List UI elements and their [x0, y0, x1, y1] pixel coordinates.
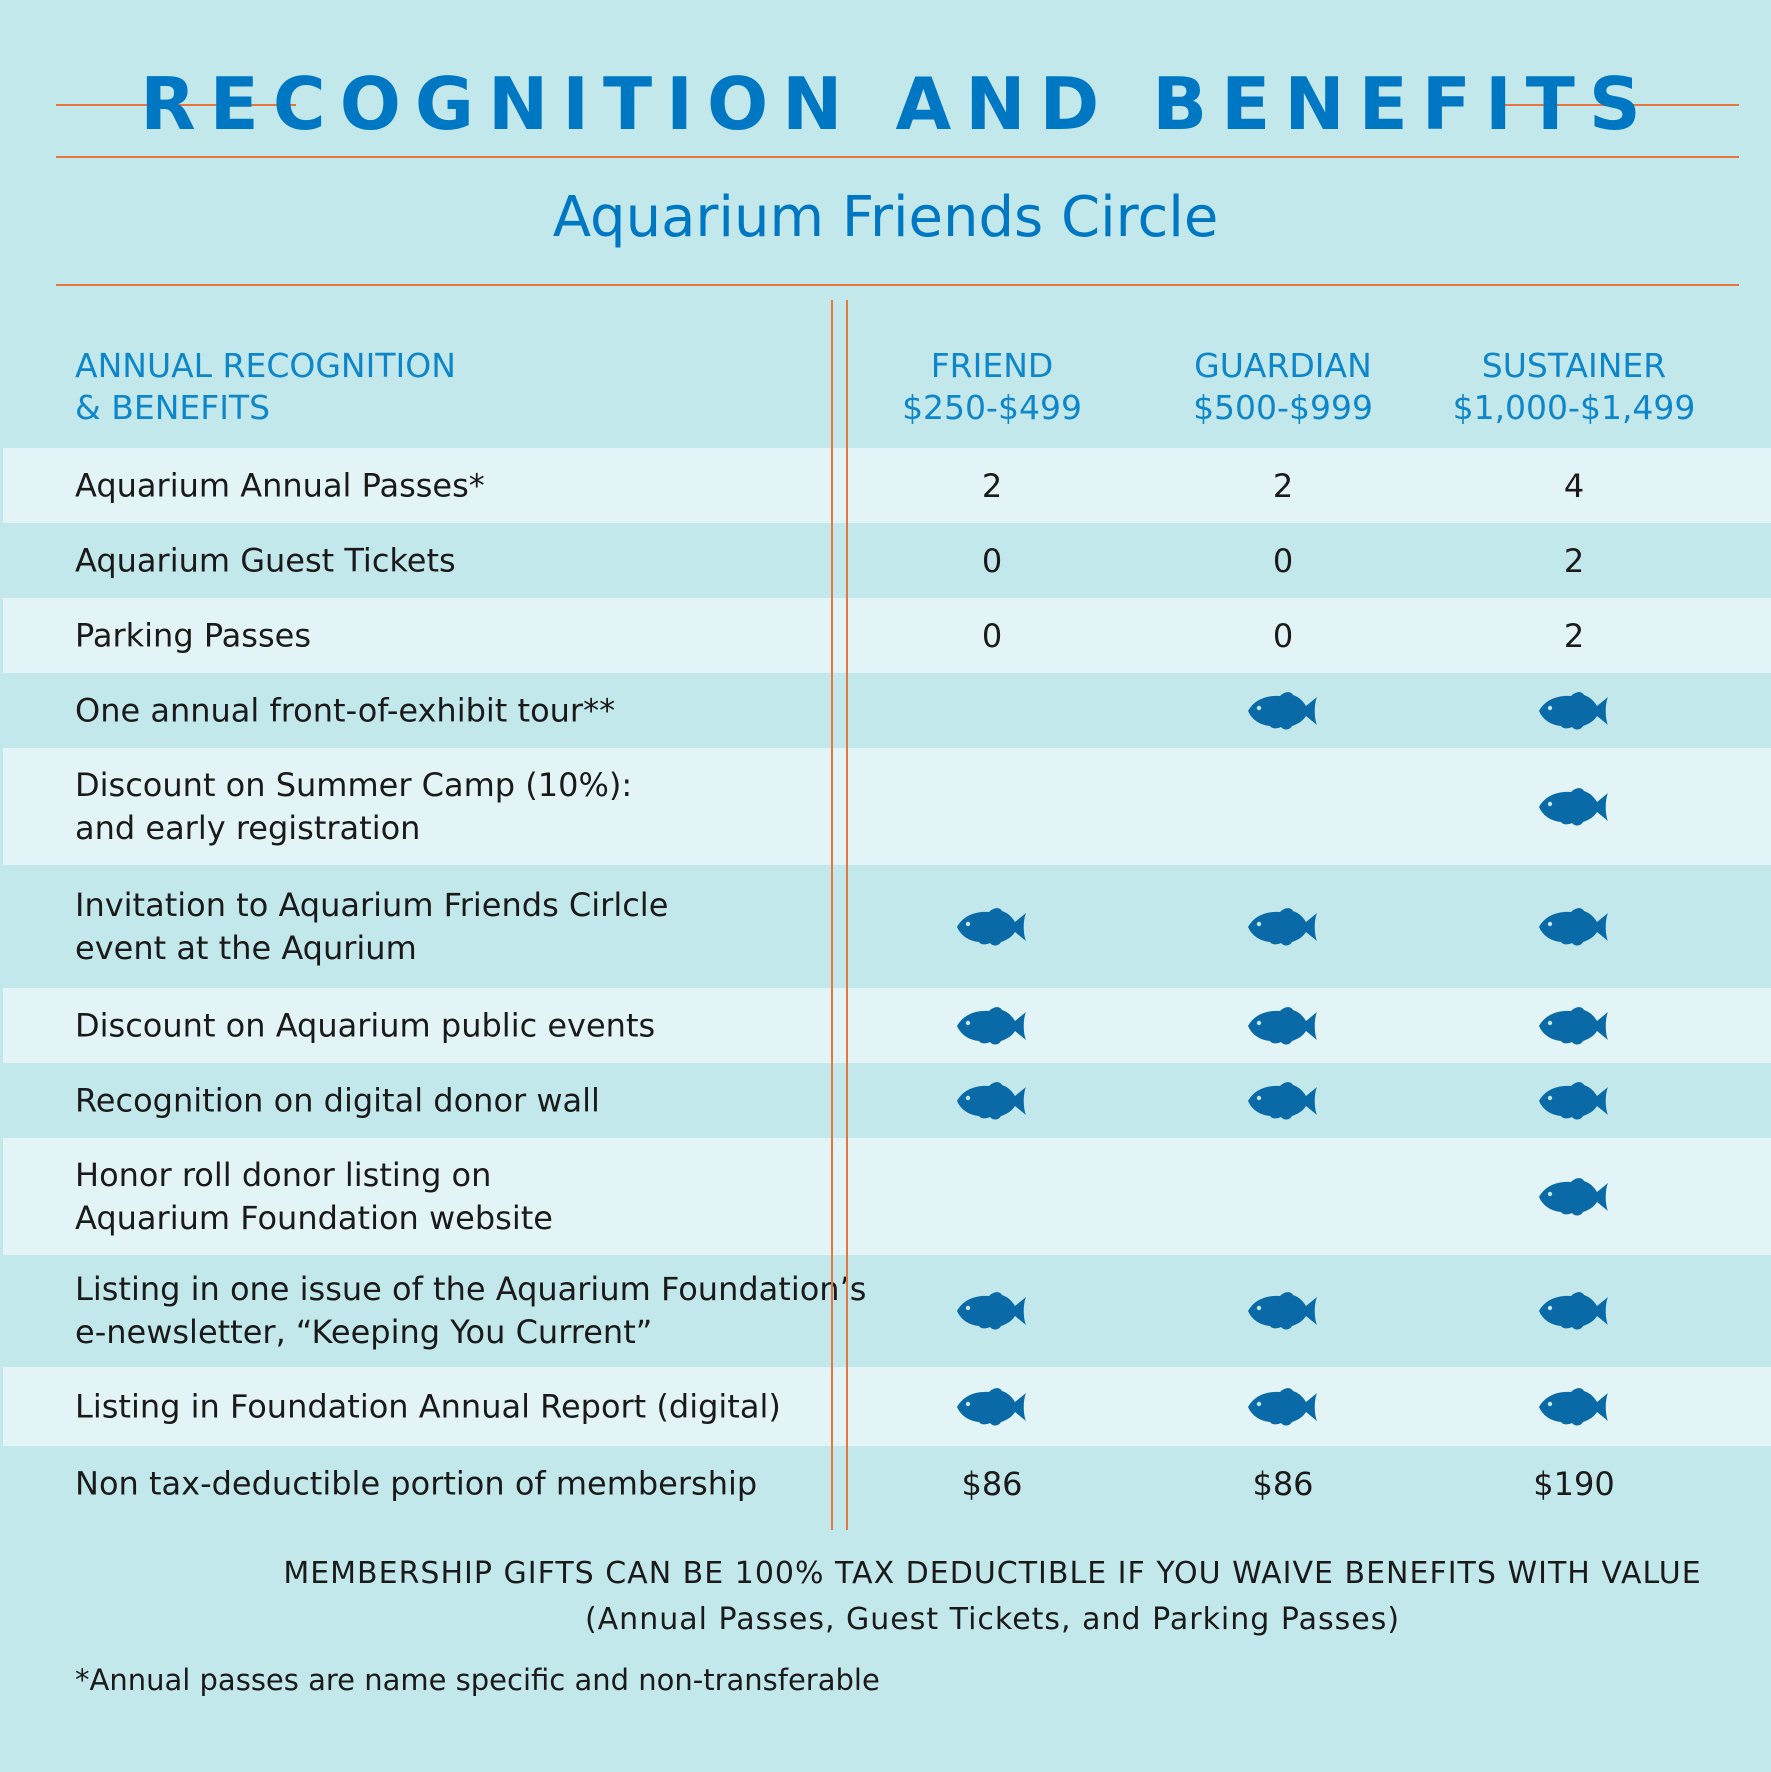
table-row: Parking Passes 0 0 2 [3, 598, 1771, 673]
cell-sustainer [1494, 905, 1654, 949]
fish-icon [1539, 787, 1608, 826]
benefit-label: Listing in Foundation Annual Report (dig… [75, 1387, 781, 1425]
cell-sustainer [1494, 689, 1654, 733]
cell-sustainer [1494, 1385, 1654, 1429]
cell-sustainer [1494, 1079, 1654, 1123]
benefit-label: Honor roll donor listing on Aquarium Fou… [75, 1155, 553, 1237]
table-row: Listing in one issue of the Aquarium Fou… [3, 1255, 1771, 1367]
fish-icon [1248, 907, 1317, 946]
cell-guardian: 0 [1272, 541, 1294, 580]
page-title: RECOGNITION AND BENEFITS [140, 62, 1655, 146]
cell-sustainer [1494, 1175, 1654, 1219]
footnote: *Annual passes are name specific and non… [75, 1663, 880, 1697]
table-row: Aquarium Guest Tickets 0 0 2 [3, 523, 1771, 598]
cell-friend [912, 905, 1072, 949]
fish-icon [1539, 1177, 1608, 1216]
cell-friend: 0 [981, 616, 1003, 655]
table-row: Recognition on digital donor wall [3, 1063, 1771, 1138]
table-row: Aquarium Annual Passes* 2 2 4 [3, 448, 1771, 523]
cell-friend: 2 [981, 466, 1003, 505]
benefit-label: Parking Passes [75, 616, 311, 654]
cell-friend: 0 [981, 541, 1003, 580]
benefit-label: Non tax-deductible portion of membership [75, 1464, 758, 1502]
fish-icon [957, 907, 1026, 946]
tax-note-line2: (Annual Passes, Guest Tickets, and Parki… [584, 1602, 1401, 1637]
cell-guardian [1203, 1289, 1363, 1333]
tax-note-line1: MEMBERSHIP GIFTS CAN BE 100% TAX DEDUCTI… [283, 1556, 1702, 1591]
column-divider-left [831, 300, 833, 1530]
cell-guardian [1203, 1385, 1363, 1429]
fish-icon [1539, 1292, 1608, 1330]
tier-range: $250-$499 [902, 388, 1082, 427]
fish-icon [1248, 1081, 1317, 1120]
table-row: Discount on Summer Camp (10%): and early… [3, 748, 1771, 865]
tier-name: SUSTAINER [1481, 346, 1667, 385]
benefit-label: Recognition on digital donor wall [75, 1081, 600, 1119]
cell-guardian: 2 [1272, 466, 1294, 505]
header-divider-top [56, 156, 1739, 158]
cell-friend [912, 1079, 1072, 1123]
fish-icon [1539, 1081, 1608, 1120]
benefit-label: Discount on Aquarium public events [75, 1006, 656, 1044]
cell-guardian [1203, 905, 1363, 949]
cell-sustainer: $190 [1533, 1464, 1615, 1503]
table-row: Honor roll donor listing on Aquarium Fou… [3, 1138, 1771, 1255]
cell-sustainer [1494, 1289, 1654, 1333]
cell-sustainer: 4 [1563, 466, 1585, 505]
fish-icon [957, 1292, 1026, 1330]
fish-icon [1248, 691, 1317, 730]
fish-icon [1539, 1006, 1608, 1045]
fish-icon [1539, 907, 1608, 946]
tier-header-friend: FRIEND $250-$499 [842, 345, 1142, 429]
benefit-label: One annual front-of-exhibit tour** [75, 691, 616, 729]
header-divider-bottom [56, 284, 1739, 286]
benefit-label: Aquarium Annual Passes* [75, 466, 485, 504]
title-rule-right [1499, 104, 1739, 106]
fish-icon [957, 1387, 1026, 1426]
tier-name: GUARDIAN [1194, 346, 1372, 385]
title-rule-left [56, 104, 296, 106]
fish-icon [1248, 1006, 1317, 1045]
benefit-label: Aquarium Guest Tickets [75, 541, 456, 579]
cell-guardian [1203, 1004, 1363, 1048]
cell-friend: $86 [961, 1464, 1023, 1503]
tier-range: $500-$999 [1193, 388, 1373, 427]
cell-friend [912, 1004, 1072, 1048]
benefits-table: Aquarium Annual Passes* 2 2 4 Aquarium Guest… [3, 448, 1771, 1521]
tier-header-guardian: GUARDIAN $500-$999 [1133, 345, 1433, 429]
tier-name: FRIEND [930, 346, 1054, 385]
cell-guardian [1203, 1079, 1363, 1123]
cell-friend [912, 1289, 1072, 1333]
cell-sustainer: 2 [1563, 616, 1585, 655]
cell-sustainer: 2 [1563, 541, 1585, 580]
cell-guardian: $86 [1252, 1464, 1314, 1503]
tier-header-sustainer: SUSTAINER $1,000-$1,499 [1424, 345, 1724, 429]
benefit-label: Discount on Summer Camp (10%): and early… [75, 765, 633, 847]
fish-icon [957, 1081, 1026, 1120]
column-divider-right [846, 300, 848, 1530]
benefits-column-header: ANNUAL RECOGNITION & BENEFITS [75, 346, 456, 427]
title-row: RECOGNITION AND BENEFITS [56, 58, 1739, 153]
cell-sustainer [1494, 785, 1654, 829]
fish-icon [957, 1006, 1026, 1045]
fish-icon [1248, 1387, 1317, 1426]
cell-guardian: 0 [1272, 616, 1294, 655]
table-row: Listing in Foundation Annual Report (dig… [3, 1367, 1771, 1446]
fish-icon [1539, 1387, 1608, 1426]
cell-guardian [1203, 689, 1363, 733]
table-row: Non tax-deductible portion of membership… [3, 1446, 1771, 1521]
benefit-label: Invitation to Aquarium Friends Cirlcle e… [75, 885, 669, 967]
table-row: One annual front-of-exhibit tour** [3, 673, 1771, 748]
cell-sustainer [1494, 1004, 1654, 1048]
cell-friend [912, 1385, 1072, 1429]
benefit-label: Listing in one issue of the Aquarium Fou… [75, 1270, 867, 1351]
fish-icon [1539, 691, 1608, 730]
page-subtitle: Aquarium Friends Circle [552, 185, 1219, 250]
table-row: Discount on Aquarium public events [3, 988, 1771, 1063]
tier-range: $1,000-$1,499 [1452, 388, 1696, 427]
fish-icon [1248, 1292, 1317, 1330]
table-row: Invitation to Aquarium Friends Cirlcle e… [3, 865, 1771, 988]
